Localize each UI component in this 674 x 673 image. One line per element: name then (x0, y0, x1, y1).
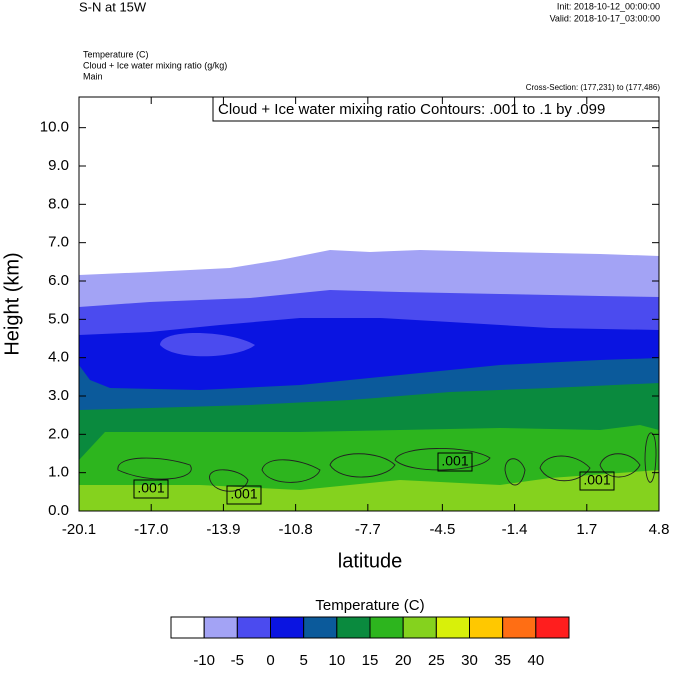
contour-label: .001 (230, 486, 257, 502)
colorbar-box (502, 616, 537, 639)
colorbar-label: -5 (231, 652, 244, 668)
page-title: S-N at 15W (79, 0, 147, 14)
y-tick-label: 6.0 (48, 272, 69, 289)
field-label: Temperature (C) (83, 49, 149, 59)
plot-frame (78, 96, 660, 512)
contour-label-box (437, 452, 473, 472)
colorbar-box (336, 616, 371, 639)
colorbar-label: 30 (461, 652, 478, 668)
y-tick-label: 2.0 (48, 425, 69, 442)
y-axis-label: Height (km) (1, 252, 23, 355)
x-tick-label: -13.9 (206, 521, 240, 538)
contour-line (209, 469, 249, 492)
field-label: Cloud + Ice water mixing ratio (g/kg) (83, 60, 227, 70)
y-tick-label: 3.0 (48, 387, 69, 404)
x-tick-label: 1.7 (576, 521, 597, 538)
contour-label-box (579, 471, 615, 491)
colorbar-box (203, 616, 238, 639)
contour-line (599, 453, 641, 478)
y-tick-label: 8.0 (48, 195, 69, 212)
colorbar-label: 0 (266, 652, 274, 668)
colorbar-box (236, 616, 271, 639)
y-tick-label: 7.0 (48, 234, 69, 251)
colorbar-label: 40 (527, 652, 544, 668)
colorbar-label: 10 (328, 652, 345, 668)
band (160, 332, 255, 357)
y-tick-label: 0.0 (48, 502, 69, 519)
colorbar-box (469, 616, 504, 639)
x-tick-label: -20.1 (62, 521, 96, 538)
contour-label: .001 (583, 472, 610, 488)
y-tick-label: 1.0 (48, 464, 69, 481)
contour-label: .001 (441, 453, 468, 469)
colorbar-label: 5 (299, 652, 307, 668)
colorbar-label: -10 (193, 652, 215, 668)
y-tick-label: 4.0 (48, 349, 69, 366)
field-label: Main (83, 71, 103, 81)
y-tick-label: 5.0 (48, 310, 69, 327)
x-tick-label: -10.8 (279, 521, 313, 538)
cross-section: Cross-Section: (177,231) to (177,486) (526, 83, 661, 92)
contour-line (644, 432, 657, 483)
colorbar-box (303, 616, 338, 639)
contour-line (261, 459, 321, 483)
x-tick-label: -17.0 (134, 521, 168, 538)
colorbar-box (535, 616, 570, 639)
plot-area: .001 .001 .001 .001 (79, 97, 659, 511)
colorbar-box (170, 616, 205, 639)
x-axis-label: latitude (338, 550, 403, 572)
contour-line (504, 458, 526, 486)
colorbar-box (402, 616, 437, 639)
contour-label: .001 (137, 480, 164, 496)
colorbar-label: 15 (362, 652, 379, 668)
colorbar-label: 20 (395, 652, 412, 668)
y-tick-label: 10.0 (40, 119, 69, 136)
contour-label-box (133, 479, 169, 499)
y-tick-label: 9.0 (48, 157, 69, 174)
colorbar-label: 35 (494, 652, 511, 668)
colorbar-title: Temperature (C) (315, 597, 424, 614)
colorbar-box (369, 616, 404, 639)
band (79, 470, 659, 511)
colorbar-label: 25 (428, 652, 445, 668)
contour-line (329, 453, 396, 478)
colorbar-box (435, 616, 471, 639)
contour-line (394, 448, 491, 471)
init-time: Init: 2018-10-12_00:00:00 (557, 1, 660, 11)
x-tick-label: 4.8 (649, 521, 670, 538)
contour-note: Cloud + Ice water mixing ratio Contours:… (218, 101, 605, 118)
contour-label-box (226, 485, 262, 505)
contour-line (539, 455, 591, 482)
x-tick-label: -4.5 (429, 521, 455, 538)
contour-line (117, 457, 192, 480)
colorbar-box (270, 616, 305, 639)
x-tick-label: -7.7 (355, 521, 381, 538)
valid-time: Valid: 2018-10-17_03:00:00 (550, 13, 660, 23)
x-tick-label: -1.4 (502, 521, 528, 538)
